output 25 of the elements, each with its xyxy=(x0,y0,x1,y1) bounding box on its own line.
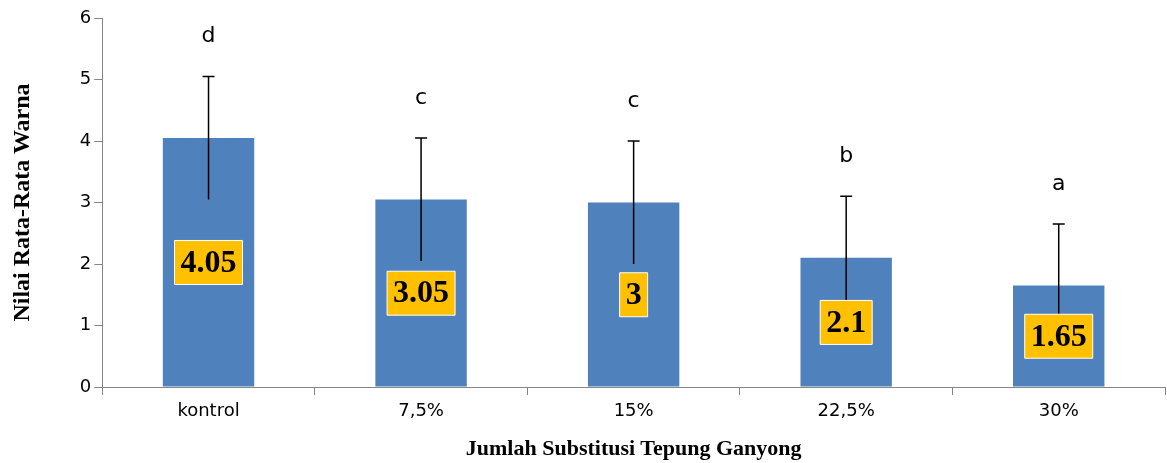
annotation: c xyxy=(415,83,428,109)
y-tick-label: 1 xyxy=(79,313,92,335)
data-label: 1.65 xyxy=(1030,316,1087,353)
bar xyxy=(587,202,680,387)
annotation: c xyxy=(627,86,640,112)
data-label: 2.1 xyxy=(826,302,867,339)
y-axis-title: Nilai Rata-Rata Warna xyxy=(7,83,34,322)
x-tick-label: 7,5% xyxy=(398,399,444,421)
y-tick-label: 3 xyxy=(79,190,92,212)
annotation: b xyxy=(839,142,854,168)
y-tick-label: 5 xyxy=(79,67,92,89)
x-tick-label: 30% xyxy=(1038,399,1079,421)
data-label: 3 xyxy=(625,275,642,312)
x-tick-label: 22,5% xyxy=(817,399,875,421)
y-tick-label: 0 xyxy=(79,374,92,396)
y-tick-label: 2 xyxy=(79,251,92,273)
x-tick-label: kontrol xyxy=(177,399,240,421)
x-tick-label: 15% xyxy=(613,399,654,421)
data-label: 3.05 xyxy=(393,273,450,310)
annotation: d xyxy=(201,22,216,48)
y-tick-label: 4 xyxy=(79,128,92,150)
data-label: 4.05 xyxy=(180,242,237,279)
y-tick-label: 6 xyxy=(79,5,92,27)
annotation: a xyxy=(1051,169,1066,195)
x-axis-title: Jumlah Substitusi Tepung Ganyong xyxy=(465,435,802,461)
